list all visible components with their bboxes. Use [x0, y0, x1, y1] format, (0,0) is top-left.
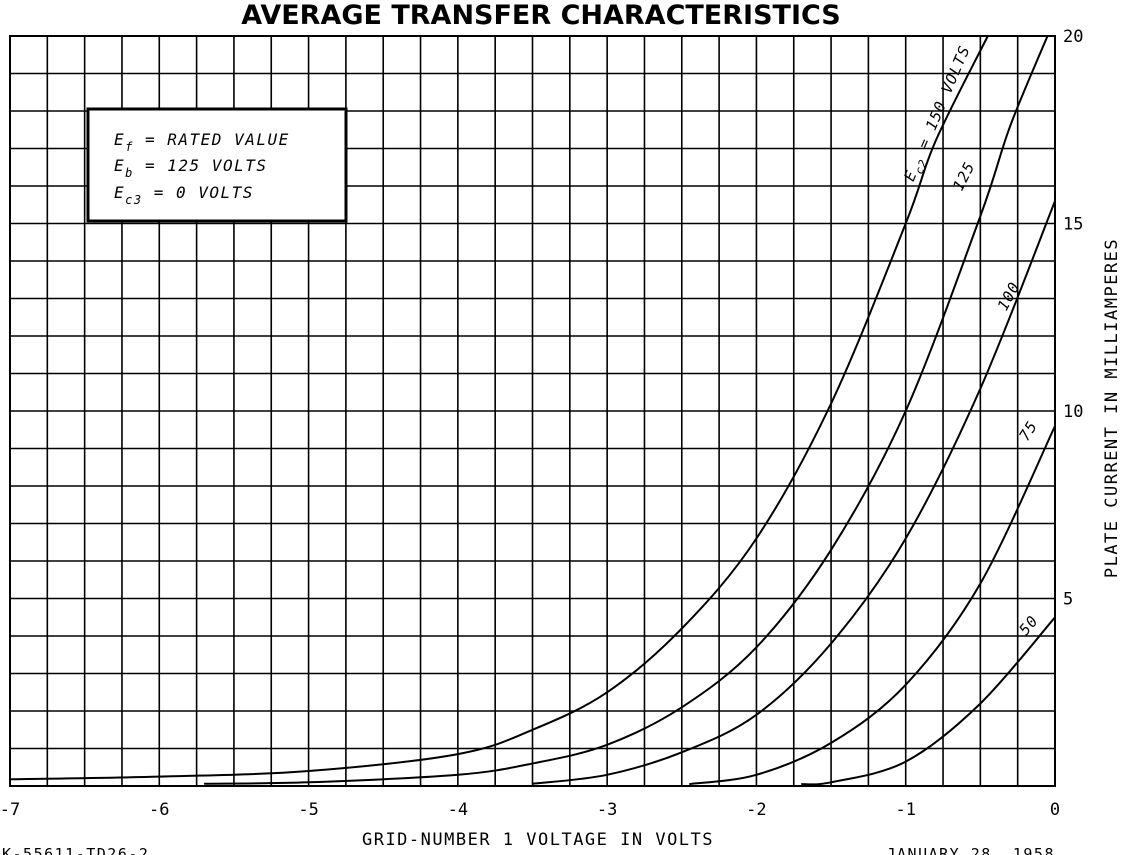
curve-label: 75: [1015, 418, 1041, 445]
x-tick-label: -1: [895, 800, 915, 820]
y-tick-label: 15: [1063, 215, 1083, 235]
drawing-number: K-55611-TD26-2: [2, 845, 149, 855]
x-tick-label: -6: [149, 800, 169, 820]
curve-line: [801, 616, 1056, 786]
condition-eb: Eb = 125 VOLTS: [114, 156, 267, 180]
curve-group: [9, 35, 1056, 786]
date-label: JANUARY 28, 1958: [887, 845, 1056, 855]
y-axis-label: PLATE CURRENT IN MILLIAMPERES: [1102, 238, 1122, 578]
x-tick-label: -5: [298, 800, 318, 820]
curve-line: [9, 35, 989, 781]
x-tick-label: -7: [0, 800, 20, 820]
plot-frame: [9, 35, 1056, 787]
x-tick-label: -4: [448, 800, 468, 820]
y-tick-label: 20: [1063, 27, 1083, 47]
curve-line: [204, 35, 1049, 785]
conditions-box: Ef = RATED VALUE Eb = 125 VOLTS Ec3 = 0 …: [86, 107, 348, 223]
y-tick-labels: 5 10 15 20: [1063, 27, 1083, 610]
curve-label: 50: [1015, 612, 1042, 639]
curve-line: [689, 425, 1056, 786]
chart-title: AVERAGE TRANSFER CHARACTERISTICS: [241, 0, 841, 31]
curve-label: 100: [994, 279, 1024, 314]
condition-ef: Ef = RATED VALUE: [114, 130, 290, 154]
x-axis-label: GRID-NUMBER 1 VOLTAGE IN VOLTS: [362, 830, 714, 850]
curve-label: 125: [949, 159, 979, 194]
curve-line: [532, 200, 1056, 785]
x-tick-label: -2: [746, 800, 766, 820]
y-tick-label: 10: [1063, 402, 1083, 422]
condition-ec3: Ec3 = 0 VOLTS: [114, 183, 254, 207]
y-tick-label: 5: [1063, 590, 1073, 610]
x-tick-labels: -7 -6 -5 -4 -3 -2 -1 0: [0, 800, 1060, 820]
x-tick-label: 0: [1050, 800, 1060, 820]
x-tick-label: -3: [597, 800, 617, 820]
